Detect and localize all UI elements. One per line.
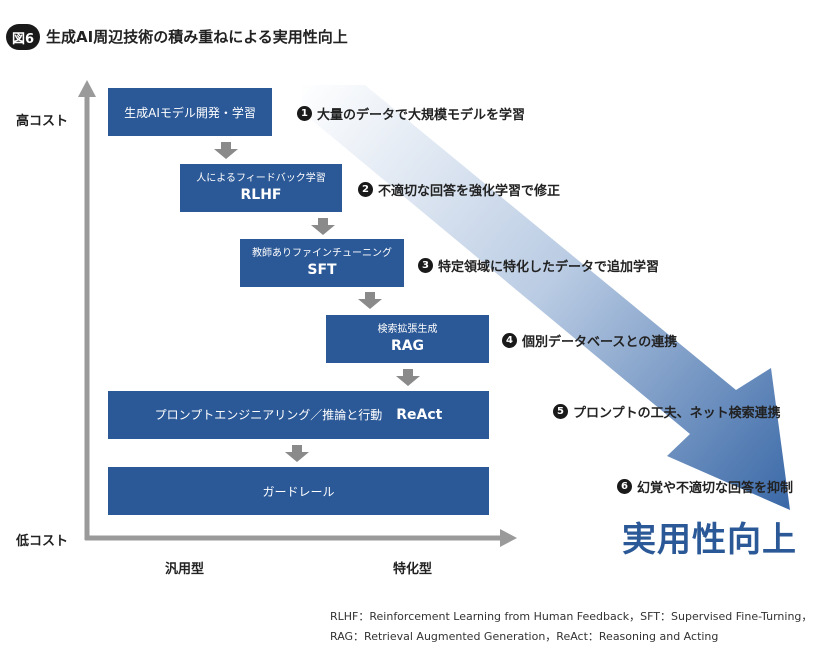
box-react: プロンプトエンジニアリング／推論と行動 ReAct: [108, 391, 489, 439]
figure-number-badge: 図6: [6, 24, 40, 50]
step-number-4: 4: [502, 333, 517, 348]
step-text-5: プロンプトの工夫、ネット検索連携: [573, 406, 781, 421]
box-rag-sub: 検索拡張生成: [377, 324, 438, 335]
step-3: 3 特定領域に特化したデータで追加学習: [418, 256, 659, 275]
box-react-sub: プロンプトエンジニアリング／推論と行動: [154, 408, 383, 422]
result-label: 実用性向上: [622, 520, 797, 560]
big-trend-arrow: [302, 85, 790, 510]
step-5: 5 プロンプトの工夫、ネット検索連携: [553, 402, 781, 421]
connector-arrow-5: [285, 445, 309, 462]
box-sft: 教師ありファインチューニング SFT: [240, 239, 404, 287]
y-axis-arrowhead: [78, 80, 96, 97]
y-axis-low-label: 低コスト: [16, 534, 69, 549]
connector-arrow-4: [396, 369, 420, 386]
step-number-5: 5: [553, 404, 568, 419]
step-text-3: 特定領域に特化したデータで追加学習: [438, 260, 660, 275]
box-guardrail: ガードレール: [108, 467, 489, 515]
box-sft-main: SFT: [307, 262, 337, 278]
step-number-6: 6: [617, 479, 632, 494]
step-number-1: 1: [297, 106, 312, 121]
box-rlhf-main: RLHF: [240, 187, 282, 203]
step-6: 6 幻覚や不適切な回答を抑制: [617, 477, 793, 496]
box-rlhf-sub: 人によるフィードバック学習: [196, 173, 326, 184]
connector-arrow-3: [358, 292, 382, 309]
step-number-3: 3: [418, 258, 433, 273]
x-axis-arrowhead: [500, 529, 517, 547]
y-axis-high-label: 高コスト: [16, 114, 69, 129]
box-gen-ai-label: 生成AIモデル開発・学習: [124, 105, 256, 120]
box-rag-main: RAG: [390, 338, 425, 354]
box-rlhf: 人によるフィードバック学習 RLHF: [180, 164, 342, 212]
box-sft-sub: 教師ありファインチューニング: [252, 248, 392, 259]
box-react-main: ReAct: [396, 407, 443, 423]
step-2: 2 不適切な回答を強化学習で修正: [358, 180, 560, 199]
footnote-line-1: RLHF：Reinforcement Learning from Human F…: [330, 610, 813, 623]
connector-arrow-2: [311, 218, 335, 235]
box-rag: 検索拡張生成 RAG: [326, 315, 489, 363]
connector-arrow-1: [214, 142, 238, 159]
x-axis-right-label: 特化型: [393, 562, 433, 577]
figure-title: 生成AI周辺技術の積み重ねによる実用性向上: [46, 28, 348, 46]
x-axis-left-label: 汎用型: [165, 562, 205, 577]
box-gen-ai-training: 生成AIモデル開発・学習: [108, 88, 272, 136]
step-4: 4 個別データベースとの連携: [502, 331, 677, 350]
step-number-2: 2: [358, 182, 373, 197]
footnote-line-2: RAG：Retrieval Augmented Generation，ReAct…: [330, 630, 719, 643]
box-guardrail-label: ガードレール: [262, 484, 335, 499]
step-1: 1 大量のデータで大規模モデルを学習: [297, 104, 525, 123]
step-text-6: 幻覚や不適切な回答を抑制: [637, 481, 794, 496]
step-text-2: 不適切な回答を強化学習で修正: [378, 184, 561, 199]
step-text-4: 個別データベースとの連携: [522, 335, 678, 350]
step-text-1: 大量のデータで大規模モデルを学習: [317, 108, 526, 123]
